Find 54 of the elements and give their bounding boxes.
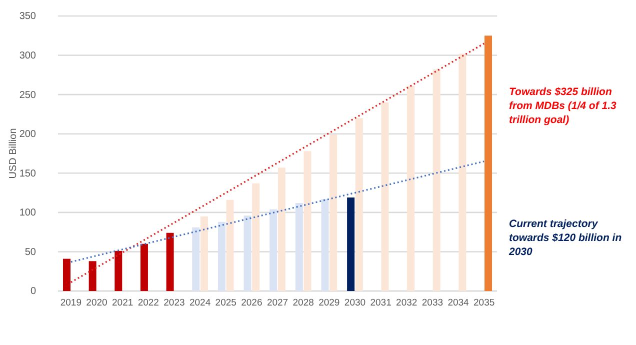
bar (458, 54, 466, 291)
x-tick-label: 2023 (164, 298, 185, 309)
x-tick-label: 2032 (396, 298, 418, 309)
bar (270, 209, 278, 291)
bar (321, 199, 329, 291)
bar (484, 36, 492, 291)
x-tick-label: 2025 (215, 298, 236, 309)
bar (166, 232, 174, 291)
bar (278, 168, 286, 291)
x-tick-label: 2034 (448, 298, 469, 309)
bar (244, 216, 252, 291)
y-tick-label: 150 (19, 168, 36, 180)
bar (63, 258, 70, 291)
x-tick-label: 2029 (318, 298, 340, 309)
bar (381, 102, 389, 291)
line-series (70, 42, 485, 284)
bar (226, 200, 234, 291)
x-tick-label: 2030 (344, 298, 366, 309)
bar (200, 216, 208, 291)
line-series (70, 160, 485, 263)
bar (114, 250, 122, 291)
x-tick-label: 2031 (370, 298, 392, 309)
bar (218, 222, 226, 291)
x-tick-label: 2024 (189, 298, 211, 309)
x-tick-label: 2035 (474, 298, 495, 309)
bar (295, 203, 303, 291)
x-tick-label: 2022 (138, 298, 159, 309)
x-tick-label: 2020 (86, 298, 108, 309)
bar (432, 69, 440, 291)
bar (88, 261, 96, 291)
bar (140, 244, 148, 291)
y-axis-title: USD Billion (8, 128, 19, 179)
x-tick-label: 2027 (266, 298, 288, 309)
bar (304, 151, 312, 291)
y-tick-label: 100 (19, 208, 36, 219)
x-tick-label: 2033 (422, 298, 444, 309)
bar (347, 198, 355, 291)
x-tick-label: 2021 (112, 298, 134, 309)
text: Towards $325 billion from MDBs (1/4 of 1.3 trillion goal) (509, 86, 617, 126)
y-tick-label: 300 (19, 50, 36, 62)
y-tick-label: 0 (30, 286, 36, 298)
x-tick-label: 2028 (292, 298, 314, 309)
y-tick-label: 250 (19, 90, 36, 101)
bar (355, 118, 363, 291)
y-tick-label: 200 (19, 129, 36, 140)
y-tick-label: 50 (24, 246, 36, 258)
bar (192, 227, 200, 291)
bar (407, 86, 415, 291)
bar (330, 134, 338, 291)
text: Current trajectory towards $120 billion in 2030 (508, 218, 622, 258)
x-tick-label: 2019 (60, 298, 82, 309)
y-tick-label: 350 (19, 11, 36, 22)
x-tick-label: 2026 (241, 298, 262, 309)
bar (252, 183, 260, 291)
